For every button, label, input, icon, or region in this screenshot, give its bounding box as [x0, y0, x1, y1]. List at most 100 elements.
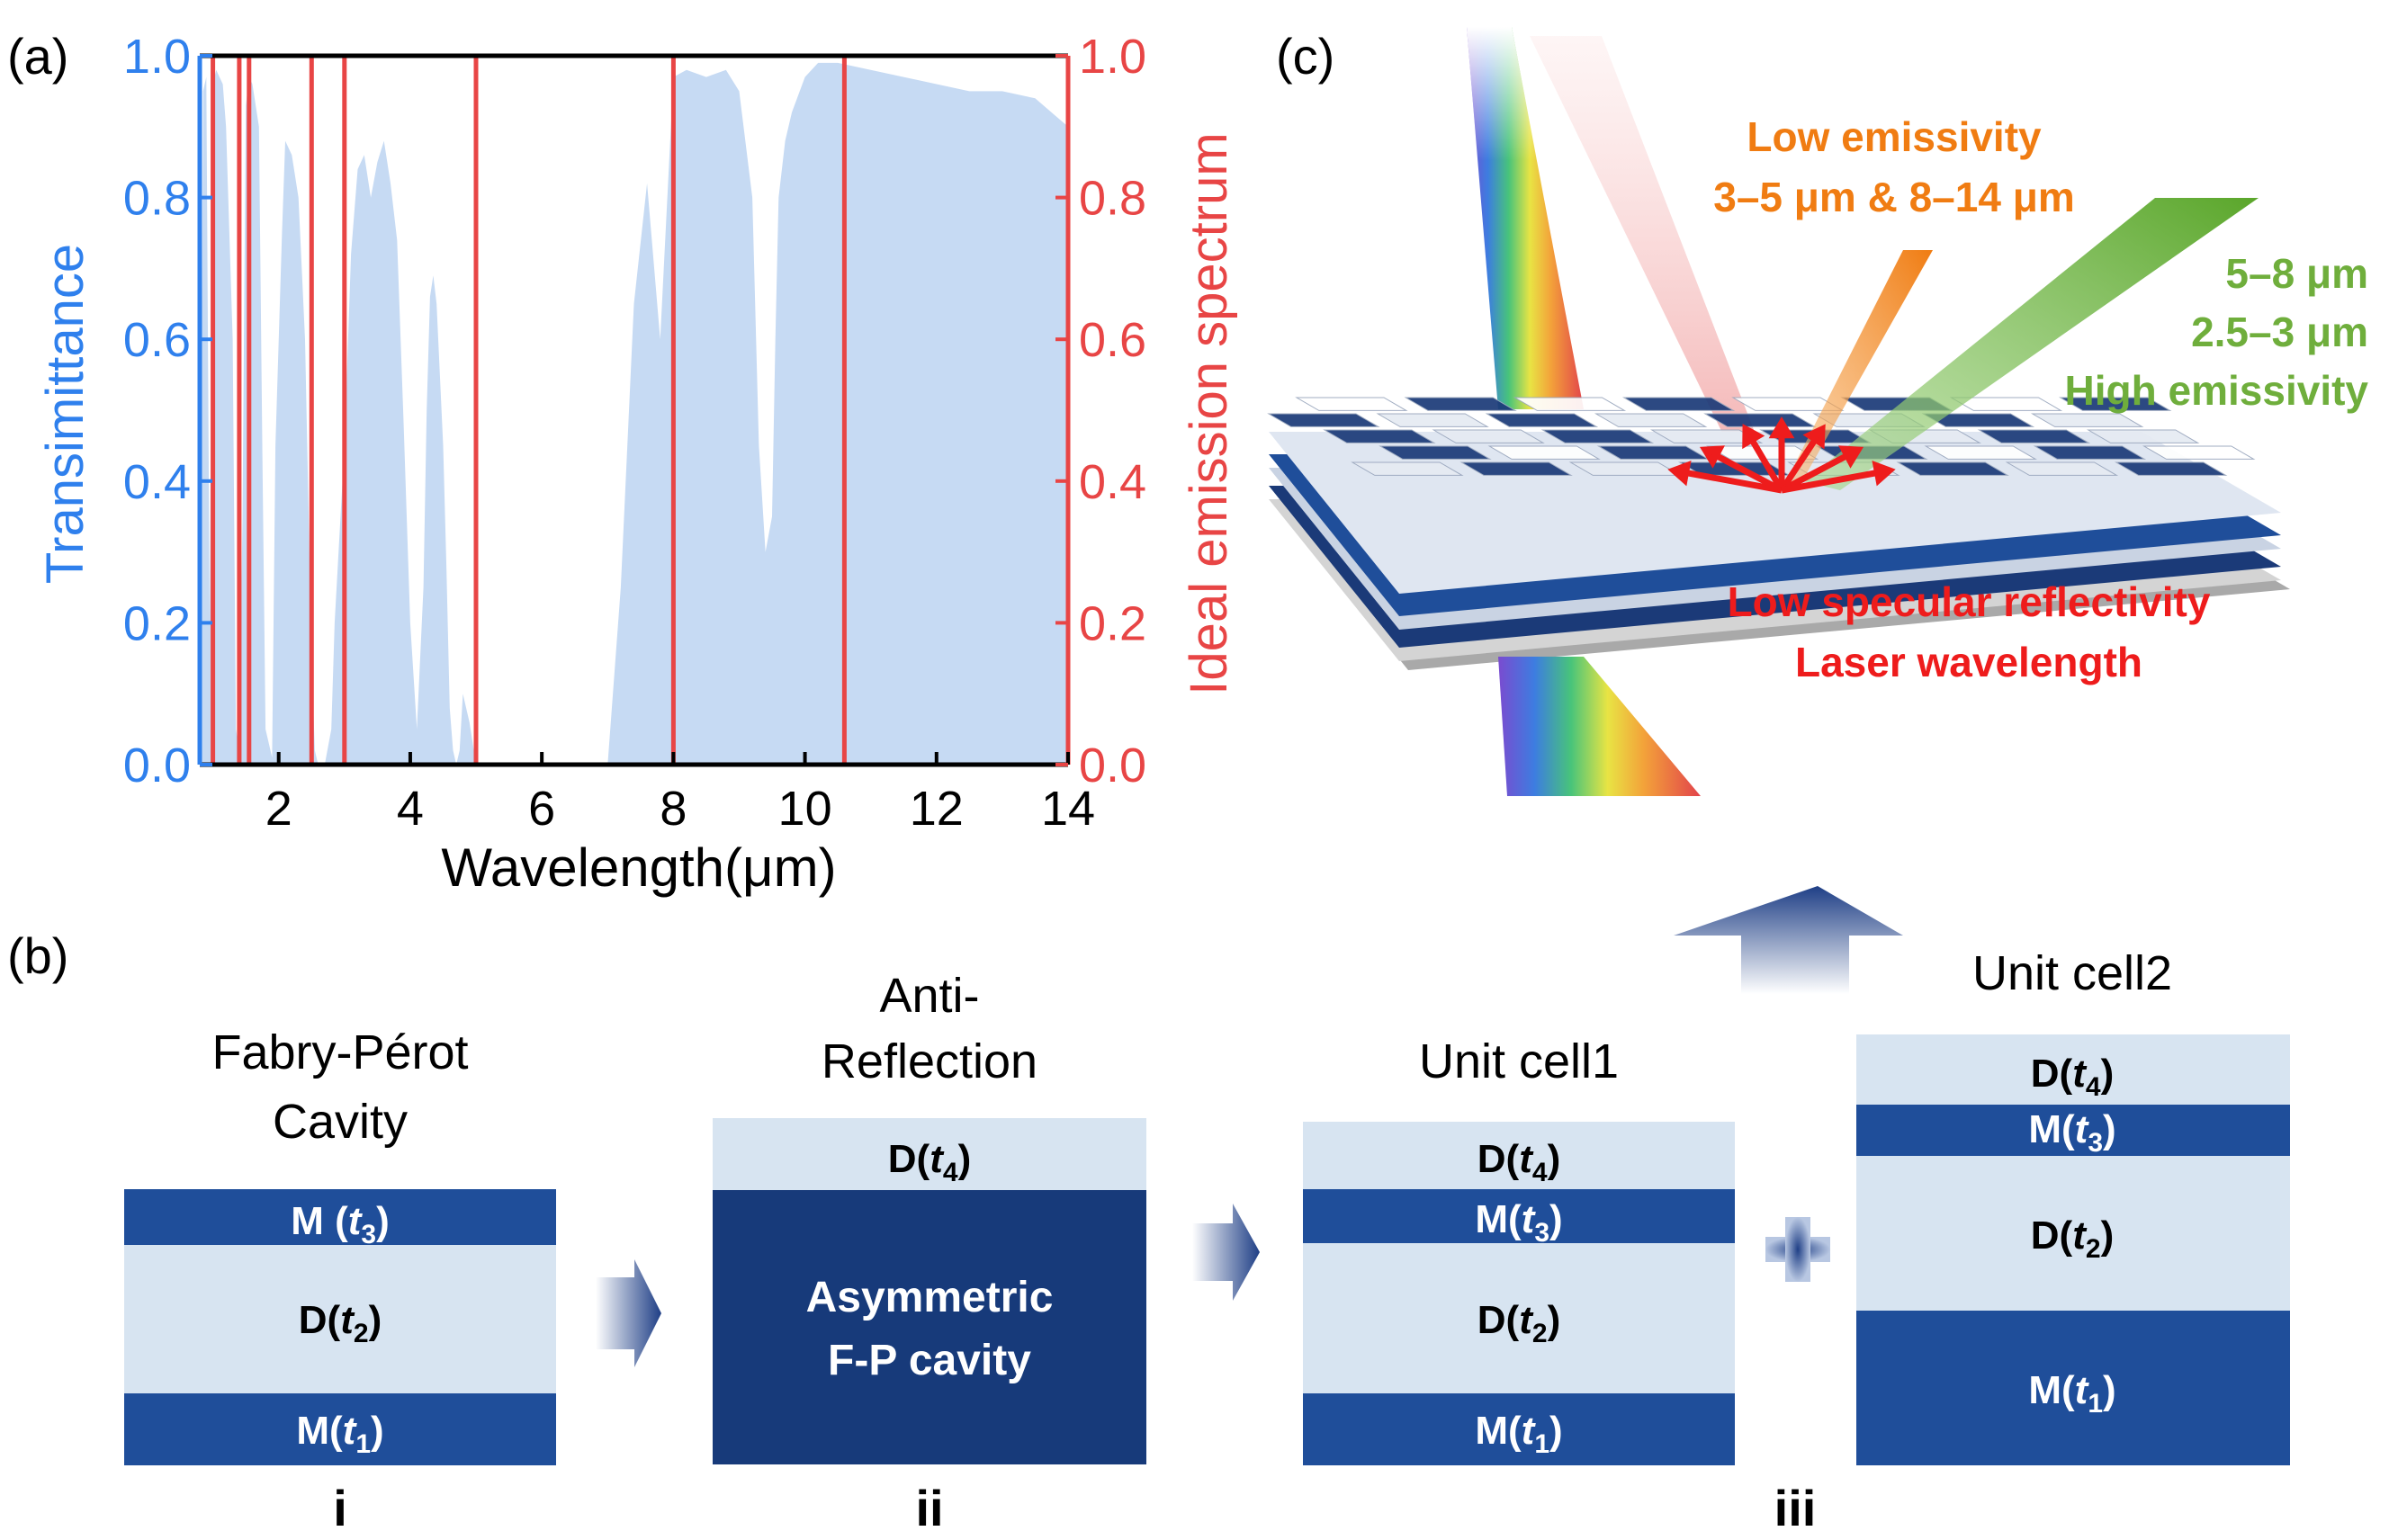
- panel-b-layers: (b) Fabry-Pérot Cavity M (t3) D(t2) M(t1…: [7, 927, 2290, 1536]
- x-tick-label: 2: [265, 782, 292, 836]
- meta-tile: [1487, 445, 1601, 460]
- y-left-tick-label: 0.4: [123, 455, 191, 509]
- layer-label: D(t2): [299, 1298, 382, 1348]
- x-tick-labels: 2 4 6 8 10 12 14: [265, 782, 1095, 836]
- x-tick-label: 10: [778, 782, 832, 836]
- meta-tile: [1323, 429, 1436, 443]
- layer-label: D(t4): [2031, 1052, 2114, 1102]
- transmittance-area: [200, 62, 1068, 765]
- low-emissivity-label: Low emissivity: [1747, 113, 2042, 160]
- layer-label: D(t4): [1477, 1137, 1560, 1187]
- layer-label: M(t1): [2028, 1368, 2115, 1419]
- meta-tile: [1949, 397, 2063, 411]
- panel-b-label: (b): [7, 927, 68, 984]
- meta-tile: [1594, 413, 1708, 427]
- layer-label: D(t4): [888, 1137, 971, 1187]
- anti-reflection-stack: Anti- Reflection D(t4) Asymmetric F-P ca…: [713, 969, 1146, 1536]
- scatter-arrow-head: [1768, 416, 1795, 439]
- ar-title-line1: Anti-: [879, 969, 979, 1023]
- meta-tile: [1513, 397, 1627, 411]
- panel-c-illustration: (c) Low emissivity 3–5 μm & 8–14 μm 5–8 …: [1267, 27, 2369, 994]
- meta-tile: [1376, 413, 1489, 427]
- chart-axes: [197, 53, 1071, 767]
- metal-layer-bottom: [124, 1393, 556, 1465]
- laser-beam: [1530, 36, 1777, 490]
- unit-cell-1-stack: Unit cell1 D(t4) M(t3) D(t2) M(t1): [1303, 1034, 1735, 1465]
- meta-tile: [1404, 397, 1517, 411]
- scatter-arrow-head: [1667, 460, 1692, 487]
- y-right-tick-label: 0.0: [1079, 739, 1146, 792]
- meta-tile: [1621, 397, 1736, 411]
- roman-label-ii: ii: [915, 1480, 943, 1536]
- unit-cell-2-stack: Unit cell2 D(t4) M(t3) D(t2) M(t1): [1856, 946, 2290, 1465]
- meta-tile: [2005, 461, 2119, 476]
- fp-title-line2: Cavity: [273, 1095, 408, 1149]
- low-emissivity-range: 3–5 μm & 8–14 μm: [1713, 174, 2075, 220]
- meta-tile: [2086, 429, 2200, 443]
- y-right-tick-label: 1.0: [1079, 30, 1146, 84]
- right-arrow-icon: [1192, 1204, 1260, 1301]
- y-left-tick-label: 0.0: [123, 739, 191, 792]
- meta-tile: [1924, 445, 2037, 460]
- fabry-perot-stack: Fabry-Pérot Cavity M (t3) D(t2) M(t1) i: [124, 1025, 556, 1536]
- layer-label: D(t2): [2031, 1213, 2114, 1264]
- high-emissivity-range-1: 5–8 μm: [2225, 250, 2368, 297]
- y-right-tick-label: 0.4: [1079, 455, 1146, 509]
- scatter-arrow-head: [1742, 424, 1765, 450]
- layer-label: M(t1): [296, 1409, 383, 1459]
- low-specular-reflectivity-label: Low specular reflectivity: [1728, 578, 2211, 625]
- meta-tile: [1485, 413, 1599, 427]
- diffuse-reflection-arrows: [1667, 416, 1896, 494]
- transmittance-series: [200, 62, 1068, 765]
- ar-title-line2: Reflection: [822, 1034, 1037, 1088]
- x-tick-label: 14: [1041, 782, 1095, 836]
- y-right-tick-label: 0.8: [1079, 172, 1146, 226]
- scatter-arrow-head: [1699, 445, 1725, 469]
- layer-label: M(t1): [1475, 1409, 1562, 1459]
- y-right-tick-label: 0.2: [1079, 596, 1146, 650]
- x-axis-label: Wavelength(μm): [441, 837, 836, 898]
- asymmetric-cavity-block: [713, 1190, 1146, 1464]
- meta-tile: [1977, 429, 2091, 443]
- x-tick-label: 4: [397, 782, 424, 836]
- x-tick-label: 12: [910, 782, 964, 836]
- scatter-arrow-head: [1802, 424, 1826, 450]
- panel-c-label: (c): [1276, 28, 1334, 85]
- meta-tile: [1295, 397, 1408, 411]
- meta-tile: [1379, 445, 1492, 460]
- layer-label: M(t3): [1475, 1197, 1562, 1248]
- meta-tile: [2142, 445, 2256, 460]
- roman-label-i: i: [333, 1480, 347, 1536]
- scatter-arrow-head: [1872, 460, 1896, 487]
- panel-a-chart: (a) 2 4 6 8 10 12 14 0.0 0.2 0.4 0.6 0.8 1.0 0.0 0.2…: [7, 28, 1238, 898]
- scatter-arrow-head: [1838, 445, 1864, 469]
- meta-tile: [1649, 429, 1764, 443]
- high-emissivity-beam: [1804, 198, 2259, 490]
- meta-tile: [1731, 397, 1845, 411]
- meta-tile: [1459, 461, 1573, 476]
- unit-cell-1-title: Unit cell1: [1419, 1034, 1619, 1088]
- dielectric-layer: [124, 1245, 556, 1393]
- cavity-label-line2: F-P cavity: [828, 1337, 1031, 1384]
- meta-tile: [2033, 445, 2147, 460]
- dielectric-layer-top: [713, 1118, 1146, 1190]
- panel-a-label: (a): [7, 28, 68, 85]
- scatter-arrow: [1673, 467, 1783, 494]
- y-left-tick-label: 1.0: [123, 30, 191, 84]
- layered-metasurface: [1267, 397, 2290, 670]
- layer-label: M(t3): [2028, 1107, 2115, 1158]
- meta-tile: [2030, 413, 2144, 427]
- y-left-tick-label: 0.8: [123, 172, 191, 226]
- right-arrow-icon: [596, 1259, 661, 1367]
- fp-title-line1: Fabry-Pérot: [211, 1025, 468, 1079]
- metal-layer-top: [124, 1189, 556, 1245]
- laser-wavelength-label: Laser wavelength: [1795, 639, 2142, 685]
- y-left-tick-labels: 0.0 0.2 0.4 0.6 0.8 1.0: [123, 30, 191, 792]
- meta-tile: [2114, 461, 2228, 476]
- up-arrow-icon: [1674, 886, 1903, 994]
- layer-label: D(t2): [1477, 1298, 1560, 1348]
- meta-tile: [1432, 429, 1545, 443]
- high-emissivity-label: High emissivity: [2065, 367, 2369, 414]
- meta-tile: [1267, 413, 1380, 427]
